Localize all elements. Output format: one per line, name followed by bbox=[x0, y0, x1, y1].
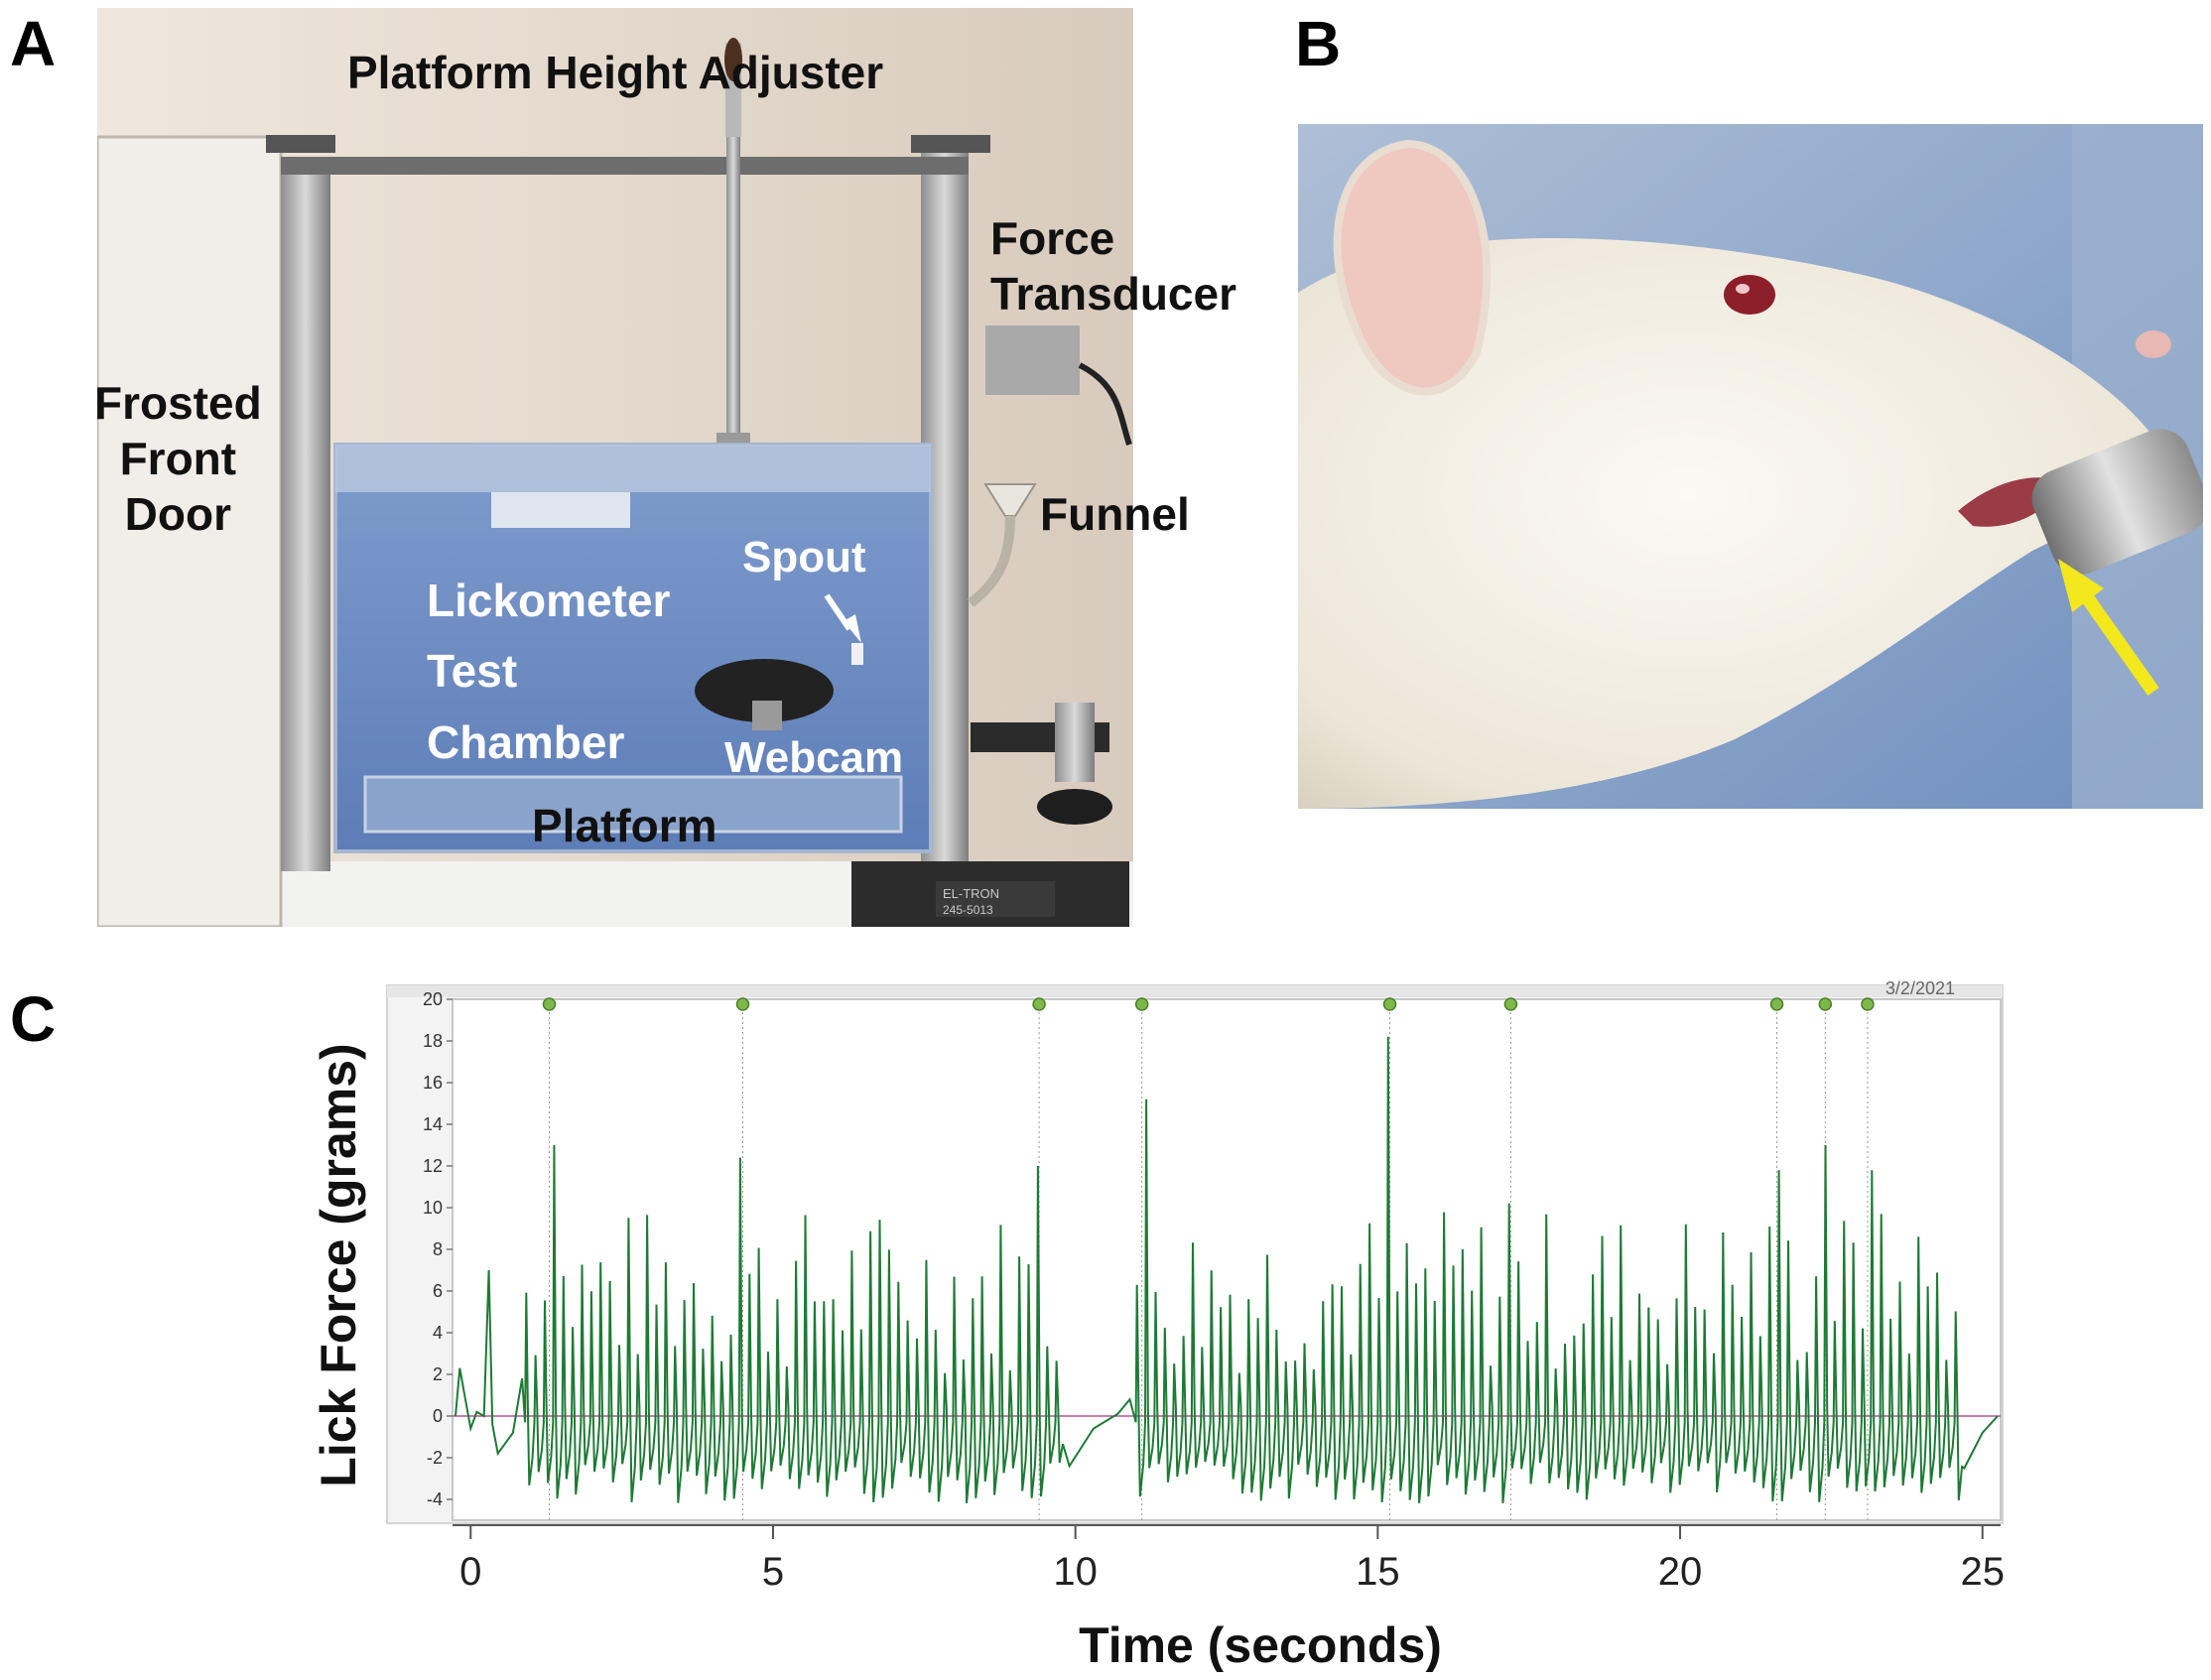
device-plate bbox=[936, 881, 1055, 917]
label-chamber-line-2: Test bbox=[427, 645, 518, 698]
device-plate-text-2: 245-5013 bbox=[943, 903, 993, 917]
label-frosted-front-door-line-3: Door bbox=[124, 488, 231, 541]
event-marker-dot bbox=[1382, 997, 1397, 1011]
rat-nose bbox=[2136, 330, 2171, 358]
chamber-top-bracket bbox=[491, 492, 630, 528]
chamber-front-lip bbox=[335, 445, 931, 492]
x-tick-label: 5 bbox=[762, 1550, 784, 1594]
y-tick-label: 18 bbox=[423, 1031, 443, 1051]
spout-arrow-head bbox=[844, 614, 861, 643]
lick-force-trace bbox=[455, 1036, 1999, 1503]
event-marker-dot bbox=[735, 997, 750, 1011]
y-axis-title: Lick Force (grams) bbox=[311, 1043, 366, 1486]
webcam-mount bbox=[752, 701, 782, 730]
event-marker-dot bbox=[1818, 997, 1833, 1011]
label-chamber-line-3: Chamber bbox=[427, 715, 625, 768]
y-tick-label: 2 bbox=[433, 1364, 443, 1384]
adjuster-rod bbox=[726, 125, 740, 452]
webcam-body bbox=[695, 659, 834, 722]
transducer-cable bbox=[1078, 362, 1132, 446]
label-lickometer-test-chamber: Lickometer Test Chamber bbox=[427, 566, 670, 778]
event-marker-dot bbox=[1134, 997, 1149, 1011]
frame-left-post bbox=[281, 157, 330, 871]
label-platform: Platform bbox=[532, 800, 717, 851]
frosted-door bbox=[97, 135, 283, 927]
y-tick-label: -4 bbox=[427, 1489, 443, 1509]
spout-tube bbox=[851, 643, 863, 665]
rat-eye-highlight bbox=[1736, 284, 1750, 294]
chart-header-strip bbox=[387, 985, 2003, 997]
clamp-post bbox=[1055, 703, 1095, 782]
y-tick-label: 0 bbox=[433, 1406, 443, 1426]
panel-letter-b: B bbox=[1295, 8, 1342, 79]
panel-letter-a: A bbox=[10, 8, 57, 79]
label-spout: Spout bbox=[742, 533, 866, 582]
label-chamber-line-1: Lickometer bbox=[427, 575, 671, 626]
y-tick-label: 4 bbox=[433, 1323, 443, 1343]
rat-body bbox=[1298, 238, 2163, 809]
apparatus-drawing: EL-TRON 245-5013 bbox=[97, 8, 1133, 927]
rat-eye bbox=[1724, 275, 1775, 315]
panel-a-photo: EL-TRON 245-5013 bbox=[97, 8, 1133, 927]
event-marker-dot bbox=[1861, 997, 1875, 1011]
x-tick-label: 25 bbox=[1960, 1550, 2005, 1594]
frame-top-clamp-right bbox=[911, 135, 990, 153]
frame-top-bar bbox=[281, 157, 969, 175]
lick-force-chart-svg: 3/2/2021 -4 -2 0 2 4 6 8 10 12 14 16 18 20 0 5 10 15 20 2… bbox=[311, 978, 2005, 1673]
event-marker-dot bbox=[1503, 997, 1518, 1011]
force-transducer-block bbox=[985, 325, 1080, 395]
y-tick-label: 16 bbox=[423, 1073, 443, 1093]
label-force-transducer: Force Transducer bbox=[990, 210, 1236, 322]
lick-force-chart: 3/2/2021 -4 -2 0 2 4 6 8 10 12 14 16 18 20 0 5 10 15 20 2… bbox=[308, 977, 2084, 1673]
label-platform-height-adjuster: Platform Height Adjuster bbox=[347, 47, 884, 98]
label-funnel: Funnel bbox=[1040, 488, 1190, 540]
x-axis-title: Time (seconds) bbox=[1079, 1617, 1442, 1672]
y-tick-label: 12 bbox=[423, 1156, 443, 1176]
y-tick-label: -2 bbox=[427, 1448, 443, 1468]
pointer-arrow-head bbox=[2058, 559, 2104, 612]
x-tick-label: 0 bbox=[459, 1550, 481, 1594]
label-frosted-front-door-line-1: Frosted bbox=[94, 377, 262, 429]
rat-ear bbox=[1333, 139, 1492, 396]
label-webcam: Webcam bbox=[724, 733, 904, 782]
y-tick-label: 8 bbox=[433, 1239, 443, 1259]
device-plate-text-1: EL-TRON bbox=[943, 886, 999, 901]
frame-top-clamp-left bbox=[266, 135, 335, 153]
platform-plate bbox=[363, 775, 903, 834]
y-tick-label: 10 bbox=[423, 1198, 443, 1218]
event-marker-dot bbox=[1769, 997, 1784, 1011]
label-frosted-front-door: Frosted Front Door bbox=[94, 375, 262, 542]
y-tick-label: 20 bbox=[423, 989, 443, 1009]
x-tick-label: 15 bbox=[1356, 1550, 1400, 1594]
clamp-knob bbox=[1037, 789, 1112, 825]
funnel-tubing bbox=[967, 515, 1015, 607]
rat-drawing bbox=[1298, 124, 2203, 809]
panel-b-photo bbox=[1298, 124, 2203, 809]
event-marker-dot bbox=[1032, 997, 1046, 1011]
event-marker-dot bbox=[542, 997, 557, 1011]
adjuster-handle bbox=[724, 38, 742, 81]
panel-letter-c: C bbox=[10, 983, 57, 1055]
chart-header-date: 3/2/2021 bbox=[1886, 978, 1955, 998]
pointer-arrow-shaft bbox=[2076, 585, 2159, 697]
label-force-transducer-line-2: Transducer bbox=[990, 268, 1236, 321]
x-tick-label: 20 bbox=[1658, 1550, 1703, 1594]
y-tick-label: 6 bbox=[433, 1281, 443, 1301]
y-tick-label: 14 bbox=[423, 1114, 443, 1134]
label-force-transducer-line-1: Force bbox=[990, 212, 1115, 264]
x-tick-label: 10 bbox=[1053, 1550, 1098, 1594]
label-frosted-front-door-line-2: Front bbox=[119, 433, 237, 485]
drinking-spout bbox=[2031, 429, 2203, 575]
